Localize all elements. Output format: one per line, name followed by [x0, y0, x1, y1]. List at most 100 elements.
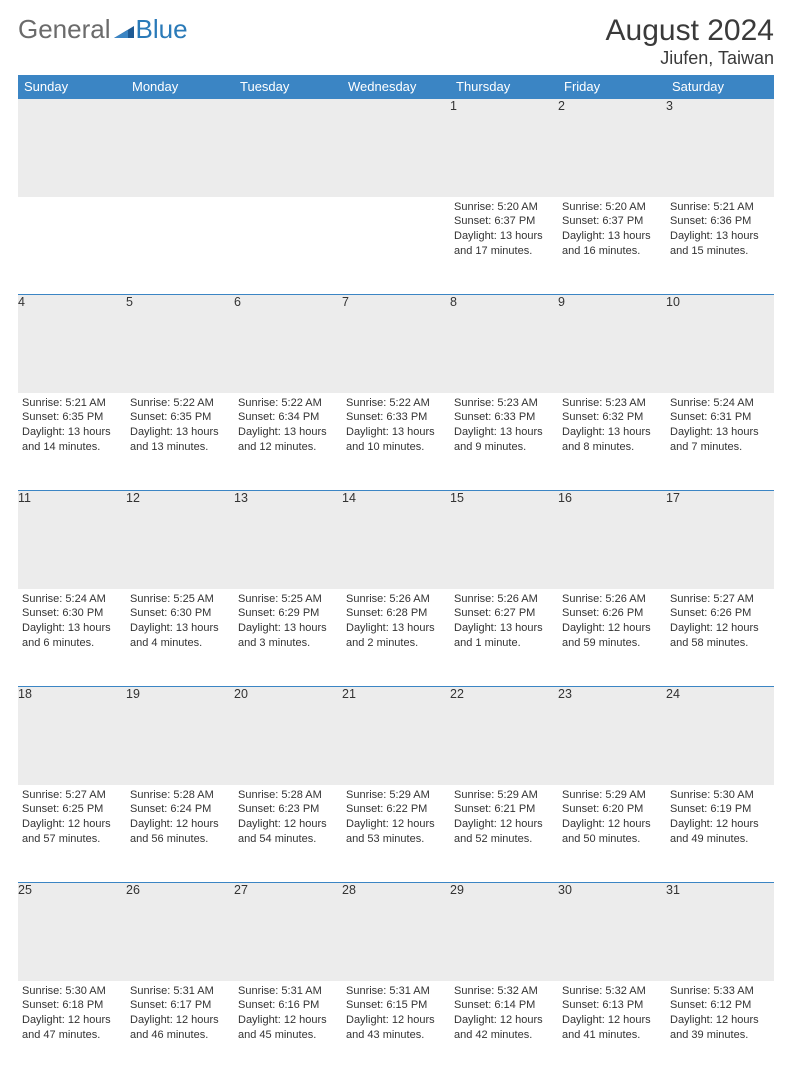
- sunset-text: Sunset: 6:30 PM: [22, 606, 122, 621]
- day1-text: Daylight: 12 hours: [22, 1013, 122, 1028]
- sunrise-text: Sunrise: 5:31 AM: [238, 984, 338, 999]
- day1-text: Daylight: 13 hours: [346, 621, 446, 636]
- sunrise-text: Sunrise: 5:27 AM: [22, 788, 122, 803]
- day-number: 7: [342, 295, 450, 393]
- day2-text: and 46 minutes.: [130, 1028, 230, 1043]
- day-number: [342, 99, 450, 197]
- sunset-text: Sunset: 6:17 PM: [130, 998, 230, 1013]
- day1-text: Daylight: 12 hours: [130, 817, 230, 832]
- day-number: 20: [234, 687, 342, 785]
- day2-text: and 9 minutes.: [454, 440, 554, 455]
- day1-text: Daylight: 12 hours: [130, 1013, 230, 1028]
- day1-text: Daylight: 12 hours: [670, 817, 770, 832]
- day-number: 29: [450, 883, 558, 981]
- weekday-header: Thursday: [450, 75, 558, 99]
- day1-text: Daylight: 12 hours: [670, 621, 770, 636]
- sunset-text: Sunset: 6:22 PM: [346, 802, 446, 817]
- day-cell: Sunrise: 5:22 AMSunset: 6:35 PMDaylight:…: [126, 393, 234, 491]
- day-number: 24: [666, 687, 774, 785]
- weekday-header: Friday: [558, 75, 666, 99]
- sunset-text: Sunset: 6:35 PM: [130, 410, 230, 425]
- sunset-text: Sunset: 6:12 PM: [670, 998, 770, 1013]
- sunrise-text: Sunrise: 5:27 AM: [670, 592, 770, 607]
- sunset-text: Sunset: 6:33 PM: [346, 410, 446, 425]
- day-number-row: 11121314151617: [18, 491, 774, 589]
- day-number: 19: [126, 687, 234, 785]
- day-number: 1: [450, 99, 558, 197]
- day-cell: Sunrise: 5:21 AMSunset: 6:36 PMDaylight:…: [666, 197, 774, 295]
- day1-text: Daylight: 12 hours: [562, 817, 662, 832]
- day2-text: and 54 minutes.: [238, 832, 338, 847]
- day-number: [234, 99, 342, 197]
- day-cell: [234, 197, 342, 295]
- day-number: [126, 99, 234, 197]
- day-cell: [18, 197, 126, 295]
- day1-text: Daylight: 12 hours: [346, 817, 446, 832]
- sunset-text: Sunset: 6:31 PM: [670, 410, 770, 425]
- sunset-text: Sunset: 6:15 PM: [346, 998, 446, 1013]
- day2-text: and 56 minutes.: [130, 832, 230, 847]
- calendar-page: General Blue August 2024 Jiufen, Taiwan …: [0, 0, 792, 612]
- day-number: 11: [18, 491, 126, 589]
- sunrise-text: Sunrise: 5:31 AM: [130, 984, 230, 999]
- day-body-row: Sunrise: 5:20 AMSunset: 6:37 PMDaylight:…: [18, 197, 774, 295]
- day2-text: and 52 minutes.: [454, 832, 554, 847]
- sunset-text: Sunset: 6:25 PM: [22, 802, 122, 817]
- day-number: 23: [558, 687, 666, 785]
- day1-text: Daylight: 12 hours: [562, 1013, 662, 1028]
- calendar-table: Sunday Monday Tuesday Wednesday Thursday…: [18, 75, 774, 1079]
- day-cell: Sunrise: 5:26 AMSunset: 6:28 PMDaylight:…: [342, 589, 450, 687]
- day-cell: Sunrise: 5:29 AMSunset: 6:20 PMDaylight:…: [558, 785, 666, 883]
- logo-triangle-icon: [114, 24, 134, 38]
- day-number: 3: [666, 99, 774, 197]
- weekday-header: Saturday: [666, 75, 774, 99]
- day2-text: and 13 minutes.: [130, 440, 230, 455]
- day-number: 26: [126, 883, 234, 981]
- header: General Blue August 2024 Jiufen, Taiwan: [18, 14, 774, 69]
- sunset-text: Sunset: 6:32 PM: [562, 410, 662, 425]
- day-cell: Sunrise: 5:32 AMSunset: 6:13 PMDaylight:…: [558, 981, 666, 1079]
- location-title: Jiufen, Taiwan: [606, 48, 774, 69]
- day-cell: Sunrise: 5:25 AMSunset: 6:30 PMDaylight:…: [126, 589, 234, 687]
- sunrise-text: Sunrise: 5:22 AM: [346, 396, 446, 411]
- day1-text: Daylight: 13 hours: [562, 425, 662, 440]
- weekday-header-row: Sunday Monday Tuesday Wednesday Thursday…: [18, 75, 774, 99]
- day1-text: Daylight: 13 hours: [238, 425, 338, 440]
- logo-text-general: General: [18, 14, 111, 45]
- sunset-text: Sunset: 6:26 PM: [670, 606, 770, 621]
- day2-text: and 47 minutes.: [22, 1028, 122, 1043]
- day1-text: Daylight: 12 hours: [454, 1013, 554, 1028]
- day1-text: Daylight: 13 hours: [130, 425, 230, 440]
- day-cell: Sunrise: 5:20 AMSunset: 6:37 PMDaylight:…: [558, 197, 666, 295]
- sunset-text: Sunset: 6:13 PM: [562, 998, 662, 1013]
- day-body-row: Sunrise: 5:21 AMSunset: 6:35 PMDaylight:…: [18, 393, 774, 491]
- day1-text: Daylight: 12 hours: [670, 1013, 770, 1028]
- day1-text: Daylight: 12 hours: [22, 817, 122, 832]
- day-cell: Sunrise: 5:28 AMSunset: 6:23 PMDaylight:…: [234, 785, 342, 883]
- day-body-row: Sunrise: 5:27 AMSunset: 6:25 PMDaylight:…: [18, 785, 774, 883]
- day2-text: and 10 minutes.: [346, 440, 446, 455]
- sunrise-text: Sunrise: 5:20 AM: [562, 200, 662, 215]
- day-number: 5: [126, 295, 234, 393]
- day1-text: Daylight: 12 hours: [454, 817, 554, 832]
- day2-text: and 6 minutes.: [22, 636, 122, 651]
- sunrise-text: Sunrise: 5:20 AM: [454, 200, 554, 215]
- sunset-text: Sunset: 6:24 PM: [130, 802, 230, 817]
- sunrise-text: Sunrise: 5:28 AM: [130, 788, 230, 803]
- day1-text: Daylight: 13 hours: [454, 229, 554, 244]
- day2-text: and 3 minutes.: [238, 636, 338, 651]
- day-cell: [126, 197, 234, 295]
- day-number-row: 25262728293031: [18, 883, 774, 981]
- sunrise-text: Sunrise: 5:32 AM: [562, 984, 662, 999]
- day1-text: Daylight: 13 hours: [22, 425, 122, 440]
- sunrise-text: Sunrise: 5:21 AM: [22, 396, 122, 411]
- day-number: 13: [234, 491, 342, 589]
- sunrise-text: Sunrise: 5:30 AM: [22, 984, 122, 999]
- month-title: August 2024: [606, 14, 774, 48]
- day-number: 2: [558, 99, 666, 197]
- day-number-row: 18192021222324: [18, 687, 774, 785]
- sunrise-text: Sunrise: 5:26 AM: [454, 592, 554, 607]
- sunrise-text: Sunrise: 5:25 AM: [238, 592, 338, 607]
- day-cell: Sunrise: 5:32 AMSunset: 6:14 PMDaylight:…: [450, 981, 558, 1079]
- day-number: 28: [342, 883, 450, 981]
